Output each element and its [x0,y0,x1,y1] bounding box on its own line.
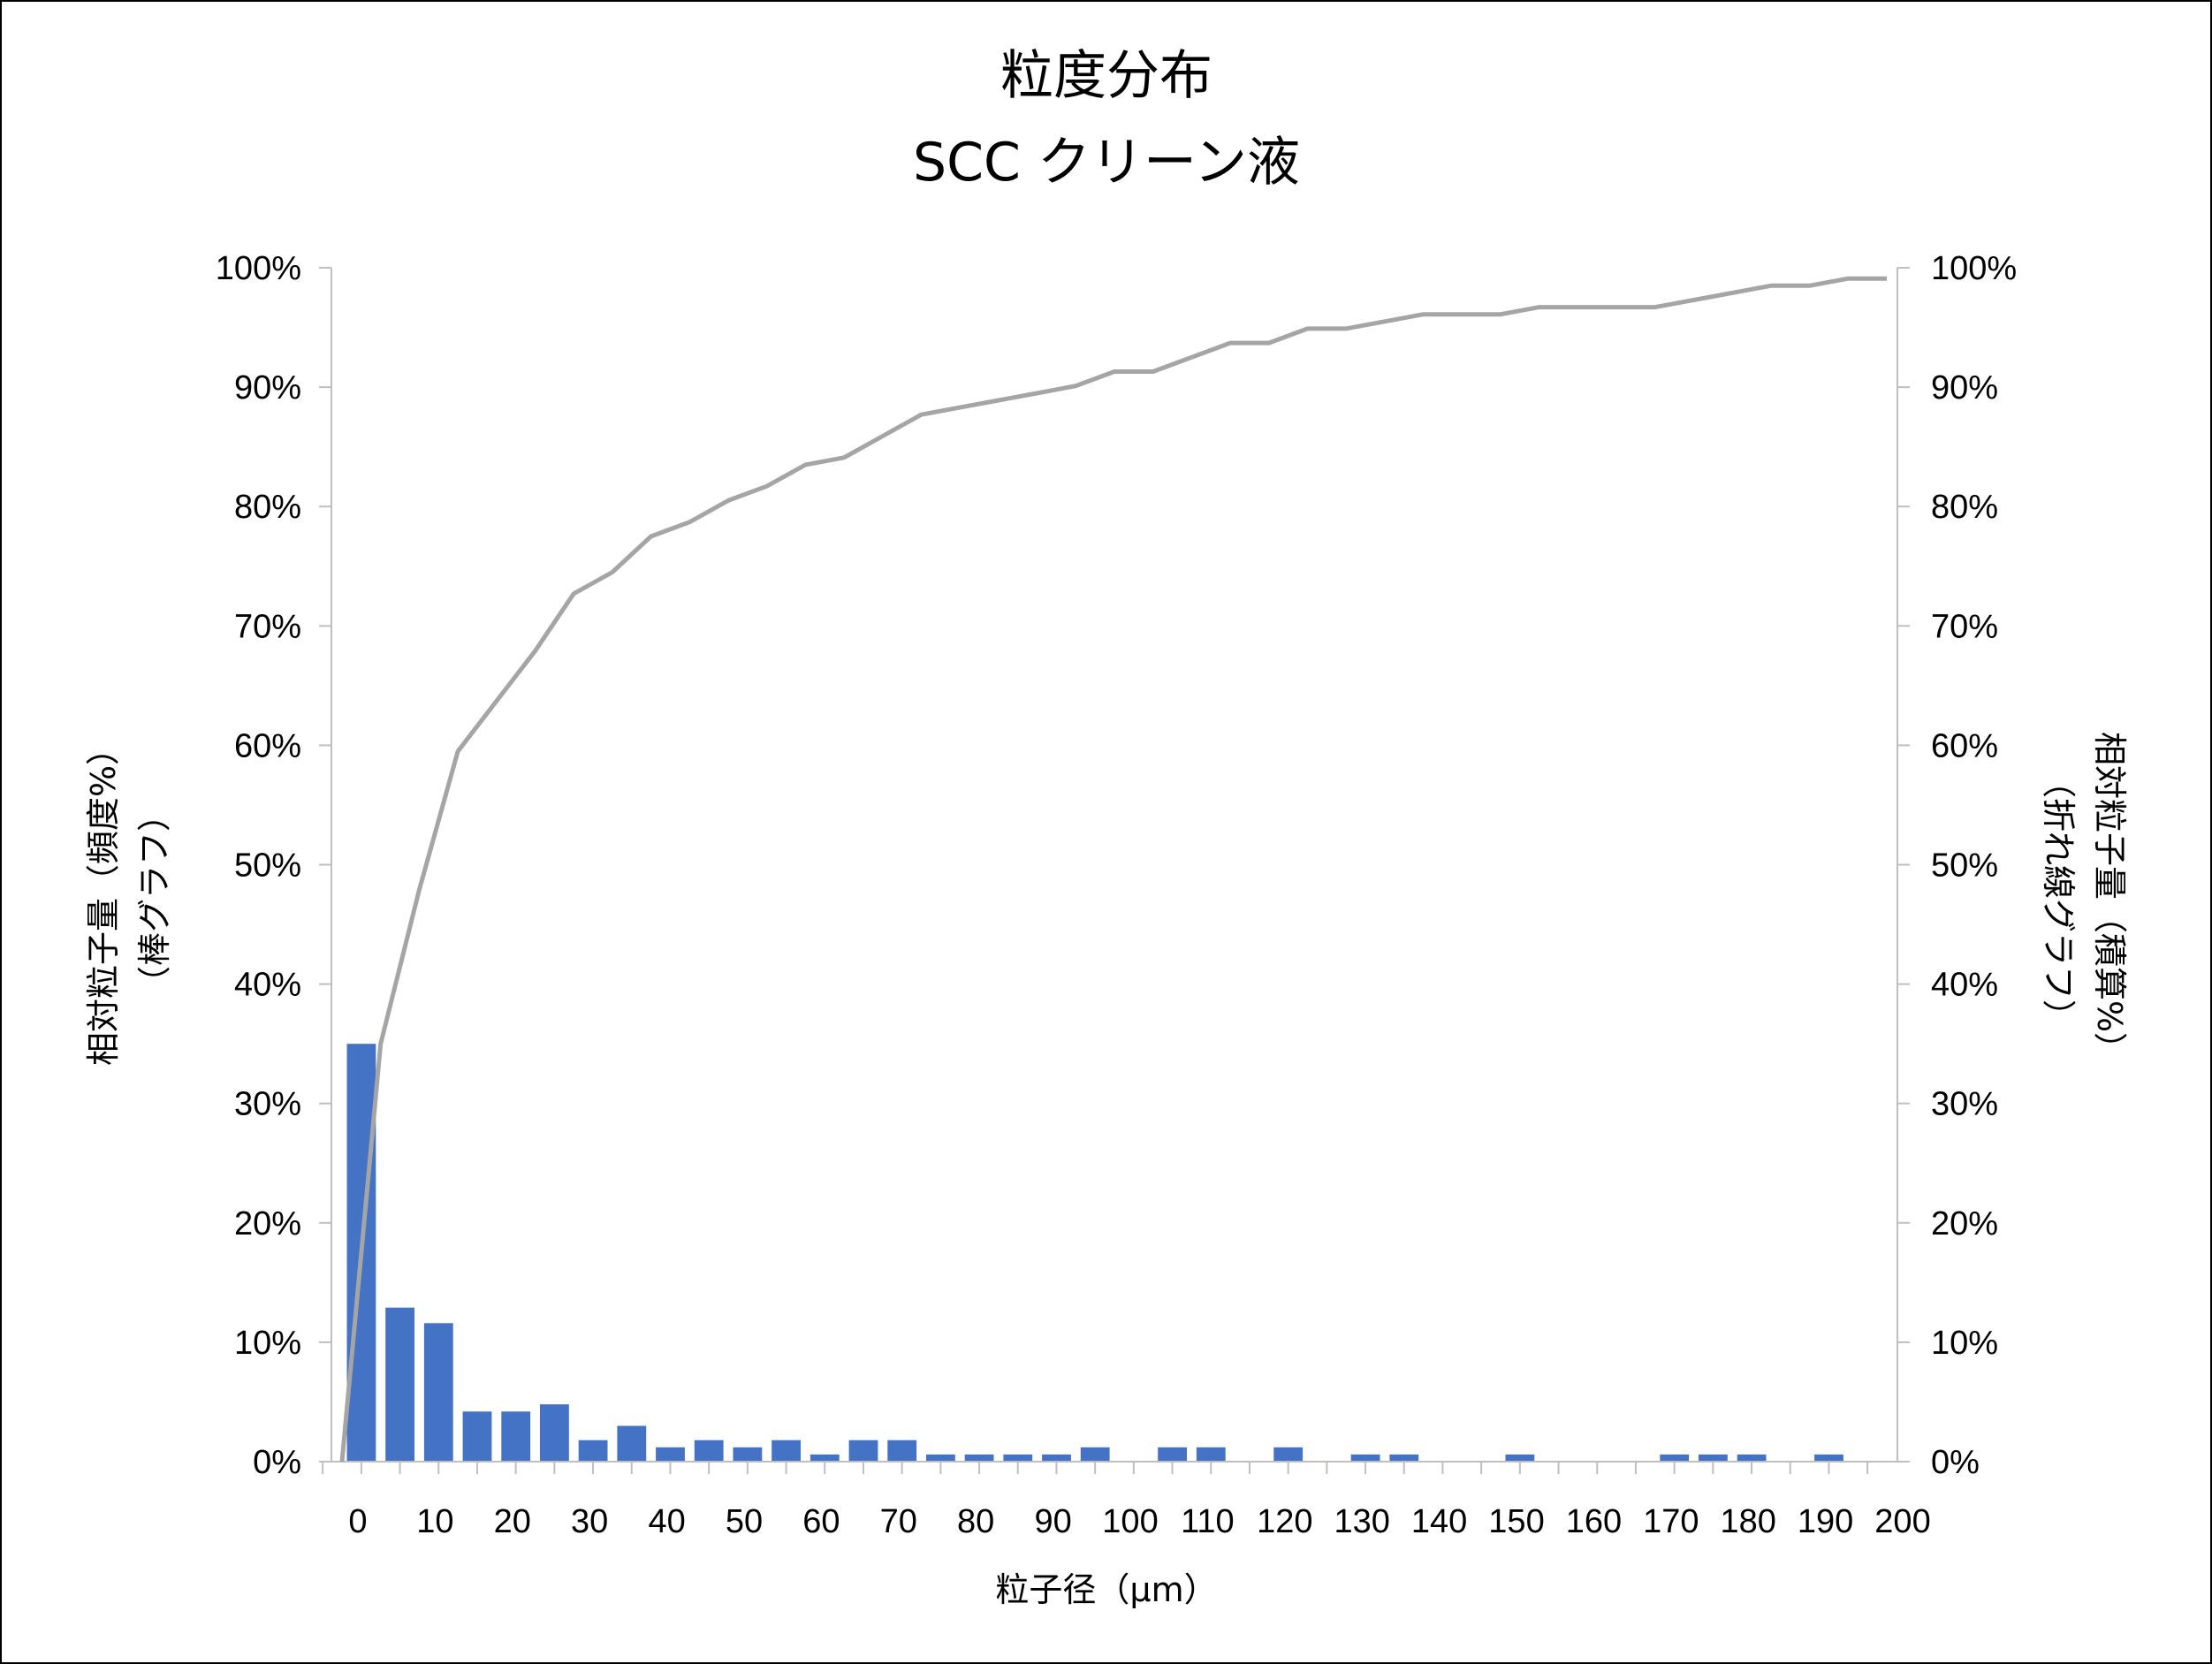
bar-30 [540,1404,569,1462]
left-axis-label: 相対粒子量（頻度%） （棒グラフ） [84,732,174,1066]
left-tick-label: 60% [234,727,301,764]
x-tick-label: 180 [1720,1503,1775,1540]
chart-subtitle: SCC クリーン液 [913,132,1300,194]
right-tick-label: 30% [1931,1086,1998,1123]
left-tick-label: 30% [234,1086,301,1123]
chart-title: 粒度分布 [1000,45,1212,107]
right-axis-label: 相対粒子量（積算%） （折れ線グラフ） [2039,732,2129,1066]
x-tick-label: 130 [1334,1503,1389,1540]
bar-20 [462,1411,492,1462]
bar-70 [848,1440,878,1462]
right-tick-label: 20% [1931,1205,1998,1242]
x-tick-label: 80 [957,1503,994,1540]
bar-140 [1389,1454,1419,1462]
bar-55 [733,1447,763,1462]
x-tick-label: 0 [348,1503,367,1540]
x-tick-label: 10 [416,1503,453,1540]
bar-185 [1737,1454,1767,1462]
bar-175 [1660,1454,1690,1462]
x-tick-label: 90 [1034,1503,1071,1540]
x-tick-label: 120 [1257,1503,1312,1540]
left-tick-label: 80% [234,489,301,526]
left-tick-label: 90% [234,369,301,407]
bar-75 [887,1440,917,1462]
right-tick-label: 80% [1931,489,1998,526]
left-tick-label: 50% [234,847,301,885]
bar-95 [1042,1454,1071,1462]
bar-65 [810,1454,840,1462]
left-tick-label: 100% [216,250,301,287]
right-tick-label: 40% [1931,967,1998,1004]
right-tick-label: 0% [1931,1444,1980,1481]
right-axis-label-line2: （折れ線グラフ） [2039,764,2078,1033]
bar-100 [1080,1447,1110,1462]
bar-125 [1273,1447,1304,1462]
x-tick-label: 170 [1643,1503,1699,1540]
left-tick-label: 70% [234,608,301,645]
left-tick-label: 10% [234,1325,301,1362]
x-tick-label: 140 [1411,1503,1467,1540]
bar-155 [1505,1454,1535,1462]
x-tick-label: 30 [571,1503,608,1540]
bar-series [346,1044,1843,1462]
left-axis-label-line2: （棒グラフ） [135,798,174,999]
left-axis-label-line1: 相対粒子量（頻度%） [84,732,123,1066]
x-tick-label: 50 [726,1503,763,1540]
right-tick-label: 90% [1931,369,1998,407]
bar-195 [1814,1454,1843,1462]
bar-80 [926,1454,955,1462]
x-axis-label: 粒子径（μm） [995,1570,1217,1609]
cumulative-line-series [339,276,1887,1463]
bar-25 [501,1411,531,1462]
bar-35 [578,1440,608,1462]
x-tick-label: 40 [648,1503,685,1540]
left-tick-label: 40% [234,967,301,1004]
right-tick-label: 10% [1931,1325,1998,1362]
x-tick-label: 150 [1488,1503,1544,1540]
right-axis-label-line1: 相対粒子量（積算%） [2090,732,2129,1066]
bar-115 [1196,1447,1226,1462]
x-tick-label: 60 [802,1503,840,1540]
x-tick-label: 110 [1181,1503,1235,1540]
bar-135 [1350,1454,1380,1462]
x-tick-label: 20 [494,1503,531,1540]
bar-45 [656,1447,685,1462]
left-tick-label: 0% [253,1444,301,1481]
bar-60 [772,1440,801,1462]
right-tick-label: 70% [1931,608,1998,645]
right-tick-label: 50% [1931,847,1998,885]
x-tick-label: 70 [880,1503,917,1540]
tick-labels: 0% 10% 20% 30% 40% 50% 60% 70% 80% 90% 100% 0% 10% 20… [216,250,2017,1540]
bar-85 [964,1454,994,1462]
cumulative-line [339,276,1887,1463]
x-tick-label: 160 [1566,1503,1622,1540]
axes [319,267,1910,1474]
x-tick-label: 200 [1874,1503,1930,1540]
bar-10 [385,1307,414,1462]
x-tick-label: 190 [1798,1503,1853,1540]
bar-110 [1158,1447,1187,1462]
bar-90 [1003,1454,1033,1462]
right-tick-label: 60% [1931,727,1998,764]
bar-50 [694,1440,724,1462]
bar-15 [423,1323,453,1462]
bar-180 [1699,1454,1728,1462]
bar-40 [617,1425,647,1462]
left-tick-label: 20% [234,1205,301,1242]
x-tick-label: 100 [1102,1503,1158,1540]
right-tick-label: 100% [1931,250,2017,287]
